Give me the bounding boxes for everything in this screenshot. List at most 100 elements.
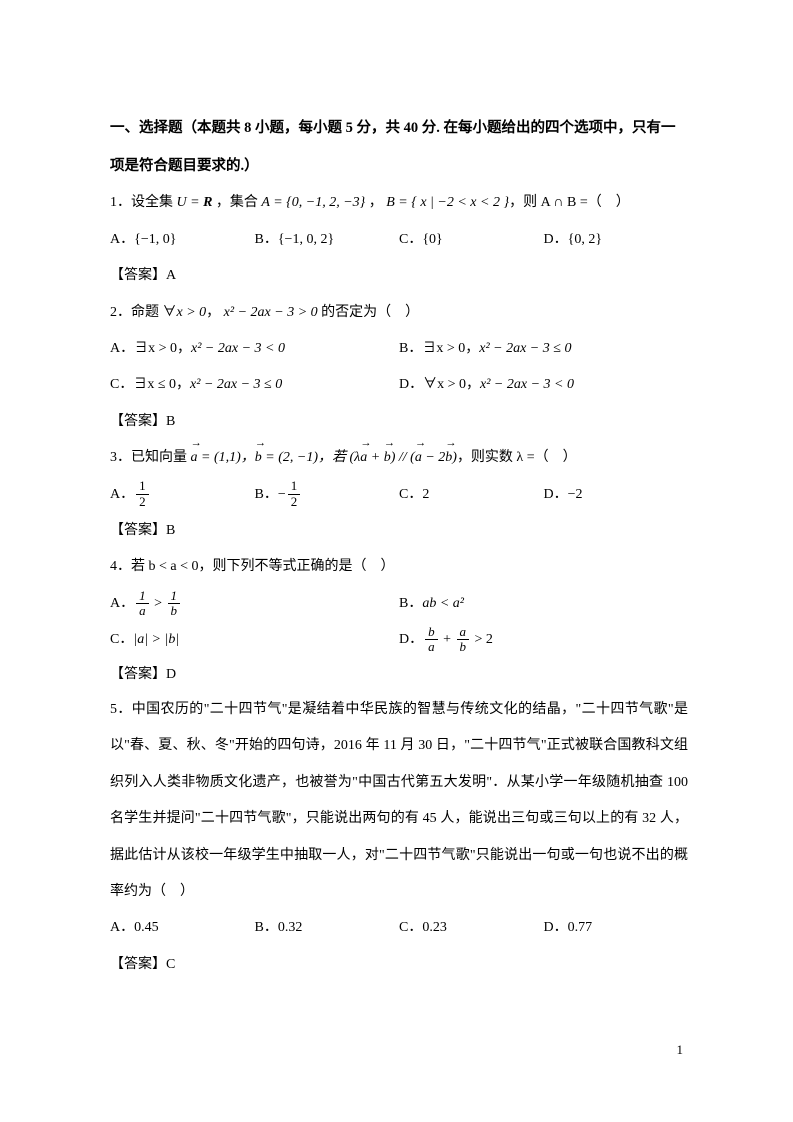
q2-c-expr: x² − 2ax − 3 ≤ 0 bbox=[190, 377, 282, 392]
q2-opt-a: A．∃x > 0，x² − 2ax − 3 < 0 bbox=[110, 331, 399, 367]
q1-mid2: ， bbox=[365, 195, 386, 210]
q3-opt-a: A．12 bbox=[110, 477, 255, 513]
page-number: 1 bbox=[677, 1033, 684, 1067]
q2-x: x > 0 bbox=[177, 305, 207, 320]
q3-par: // bbox=[395, 450, 410, 465]
q3-bval: = (2, −1)，若 bbox=[262, 450, 350, 465]
q5-stem: 5．中国农历的"二十四节气"是凝结着中华民族的智慧与传统文化的结晶，"二十四节气… bbox=[110, 692, 688, 910]
q5-options: A．0.45 B．0.32 C．0.23 D．0.77 bbox=[110, 910, 688, 946]
q4-c-expr: |a| > |b| bbox=[133, 632, 179, 647]
q4-opt-c: C．|a| > |b| bbox=[110, 622, 399, 658]
q1-U: U = bbox=[177, 195, 204, 210]
q3-a-den: 2 bbox=[136, 494, 149, 509]
q1-opt-b: B．{−1, 0, 2} bbox=[255, 222, 400, 258]
q3-p2m: − 2 bbox=[422, 450, 445, 465]
q5-opt-d: D．0.77 bbox=[544, 910, 689, 946]
q1-stem: 1．设全集 U = R ，集合 A = {0, −1, 2, −3} ， B =… bbox=[110, 185, 688, 221]
q4-opt-b: B．ab < a² bbox=[399, 586, 688, 622]
q2-c-pre: C．∃x ≤ 0， bbox=[110, 377, 190, 392]
q3-opt-d: D．−2 bbox=[544, 477, 689, 513]
q3-b-den: 2 bbox=[288, 494, 301, 509]
exam-page: 一、选择题（本题共 8 小题，每小题 5 分，共 40 分. 在每小题给出的四个… bbox=[0, 0, 793, 1122]
q4-d-d1: a bbox=[425, 639, 438, 654]
q3-bvec: b bbox=[255, 440, 262, 476]
q5-opt-a: A．0.45 bbox=[110, 910, 255, 946]
q4-d-n2: a bbox=[457, 625, 470, 639]
q2-expr: x² − 2ax − 3 > 0 bbox=[224, 305, 318, 320]
q4-a-d2: b bbox=[168, 603, 181, 618]
q5-opt-c: C．0.23 bbox=[399, 910, 544, 946]
q4-a-n2: 1 bbox=[168, 589, 181, 603]
q4-d-label: D． bbox=[399, 632, 423, 647]
q2-options-1: A．∃x > 0，x² − 2ax − 3 < 0 B．∃x > 0，x² − … bbox=[110, 331, 688, 367]
section-heading: 一、选择题（本题共 8 小题，每小题 5 分，共 40 分. 在每小题给出的四个… bbox=[110, 110, 688, 185]
q3-pre: 3．已知向量 bbox=[110, 450, 191, 465]
q4-b-expr: ab < a² bbox=[422, 596, 464, 611]
q4-stem: 4．若 b < a < 0，则下列不等式正确的是（ ） bbox=[110, 549, 688, 585]
q2-options-2: C．∃x ≤ 0，x² − 2ax − 3 ≤ 0 D．∀x > 0，x² − … bbox=[110, 367, 688, 403]
q3-end: ，则实数 λ =（ ） bbox=[457, 450, 577, 465]
q4-d-gt: > 2 bbox=[471, 632, 493, 647]
q3-a-num: 1 bbox=[136, 479, 149, 493]
q2-opt-d: D．∀x > 0，x² − 2ax − 3 < 0 bbox=[399, 367, 688, 403]
q3-options: A．12 B．−12 C．2 D．−2 bbox=[110, 477, 688, 513]
q2-d-pre: D．∀x > 0， bbox=[399, 377, 480, 392]
q3-b-frac: 12 bbox=[288, 479, 301, 509]
q4-c-label: C． bbox=[110, 632, 133, 647]
q4-a-gt: > bbox=[151, 596, 166, 611]
q4-options-1: A．1a > 1b B．ab < a² bbox=[110, 586, 688, 622]
q4-a-label: A． bbox=[110, 596, 134, 611]
q1-B: B = { x | −2 < x < 2 } bbox=[386, 195, 509, 210]
q5-answer: 【答案】C bbox=[110, 947, 688, 983]
q4-options-2: C．|a| > |b| D．ba + ab > 2 bbox=[110, 622, 688, 658]
q4-opt-a: A．1a > 1b bbox=[110, 586, 399, 622]
q1-text: 1．设全集 bbox=[110, 195, 177, 210]
q3-aval: = (1,1)， bbox=[198, 450, 255, 465]
q4-a-d1: a bbox=[136, 603, 149, 618]
q3-opt-b: B．−12 bbox=[255, 477, 400, 513]
q3-opt-c: C．2 bbox=[399, 477, 544, 513]
q4-answer: 【答案】D bbox=[110, 658, 688, 692]
q1-end: ，则 A ∩ B =（ ） bbox=[509, 195, 630, 210]
q1-answer: 【答案】A bbox=[110, 258, 688, 294]
q3-a-frac: 12 bbox=[136, 479, 149, 509]
q4-d-f2: ab bbox=[457, 625, 470, 655]
q1-options: A．{−1, 0} B．{−1, 0, 2} C．{0} D．{0, 2} bbox=[110, 222, 688, 258]
q3-p1a: a bbox=[360, 440, 367, 476]
q3-avec: a bbox=[191, 440, 198, 476]
q2-a-expr: x² − 2ax − 3 < 0 bbox=[191, 341, 285, 356]
q4-a-f2: 1b bbox=[168, 589, 181, 619]
q3-stem: 3．已知向量 a = (1,1)，b = (2, −1)，若 (λa + b) … bbox=[110, 440, 688, 476]
q2-opt-c: C．∃x ≤ 0，x² − 2ax − 3 ≤ 0 bbox=[110, 367, 399, 403]
q4-a-n1: 1 bbox=[136, 589, 149, 603]
q2-a-pre: A．∃x > 0， bbox=[110, 341, 191, 356]
q4-a-f1: 1a bbox=[136, 589, 149, 619]
q1-opt-c: C．{0} bbox=[399, 222, 544, 258]
q3-answer: 【答案】B bbox=[110, 513, 688, 549]
q3-p2b: b bbox=[445, 440, 452, 476]
q3-b-label: B．− bbox=[255, 487, 286, 502]
q3-p1l: (λ bbox=[350, 450, 361, 465]
q4-d-plus: + bbox=[440, 632, 455, 647]
q5-opt-b: B．0.32 bbox=[255, 910, 400, 946]
q3-b-num: 1 bbox=[288, 479, 301, 493]
q2-mid: ， bbox=[206, 305, 224, 320]
q3-p1p: + bbox=[367, 450, 383, 465]
q3-p2a: a bbox=[415, 440, 422, 476]
q2-opt-b: B．∃x > 0，x² − 2ax − 3 ≤ 0 bbox=[399, 331, 688, 367]
q1-opt-a: A．{−1, 0} bbox=[110, 222, 255, 258]
q4-d-n1: b bbox=[425, 625, 438, 639]
q4-d-f1: ba bbox=[425, 625, 438, 655]
q2-b-expr: x² − 2ax − 3 ≤ 0 bbox=[479, 341, 571, 356]
q4-opt-d: D．ba + ab > 2 bbox=[399, 622, 688, 658]
q2-d-expr: x² − 2ax − 3 < 0 bbox=[480, 377, 574, 392]
q2-end: 的否定为（ ） bbox=[318, 305, 420, 320]
q1-A: A = {0, −1, 2, −3} bbox=[261, 195, 365, 210]
q3-p1b: b bbox=[384, 440, 391, 476]
q4-d-d2: b bbox=[457, 639, 470, 654]
q1-R: R bbox=[203, 195, 212, 210]
q1-opt-d: D．{0, 2} bbox=[544, 222, 689, 258]
q2-pre: 2．命题 ∀ bbox=[110, 305, 177, 320]
q1-mid1: ，集合 bbox=[212, 195, 261, 210]
q3-a-label: A． bbox=[110, 487, 134, 502]
